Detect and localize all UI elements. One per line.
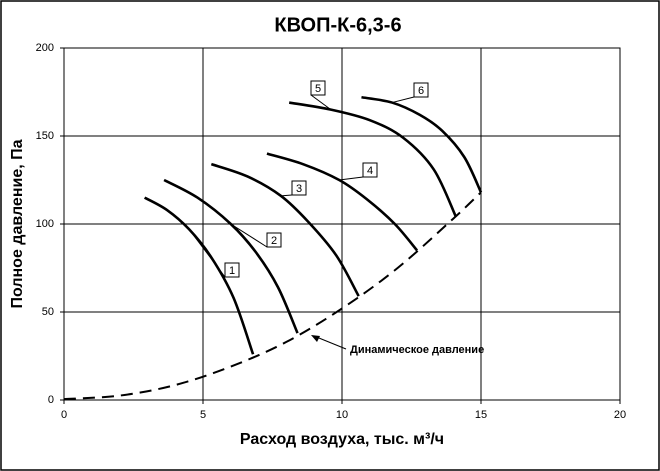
y-tick-label: 100 bbox=[36, 218, 54, 230]
leader-line bbox=[391, 96, 415, 104]
leader-line bbox=[310, 94, 332, 111]
x-tick-label: 15 bbox=[475, 409, 487, 421]
curve bbox=[63, 191, 482, 401]
y-tick-label: 0 bbox=[48, 394, 54, 406]
x-tick-label: 10 bbox=[336, 409, 348, 421]
label-box bbox=[310, 80, 326, 96]
curve bbox=[210, 162, 360, 297]
leader-line bbox=[280, 194, 293, 197]
chart-title: КВОП-К-6,3-6 bbox=[274, 14, 401, 36]
arrow-head bbox=[311, 335, 320, 342]
leader-line bbox=[188, 228, 226, 278]
label-box bbox=[266, 232, 282, 248]
series-label: 3 bbox=[296, 183, 302, 195]
series-label: 5 bbox=[315, 83, 321, 95]
y-tick-label: 200 bbox=[36, 42, 54, 54]
y-tick-label: 50 bbox=[42, 306, 54, 318]
y-tick-label: 150 bbox=[36, 130, 54, 142]
leader-line bbox=[339, 176, 364, 181]
curve bbox=[361, 95, 483, 193]
series-label: 2 bbox=[271, 235, 277, 247]
y-axis-label: Полное давление, Па bbox=[9, 139, 26, 308]
x-tick-label: 5 bbox=[200, 409, 206, 421]
x-tick-label: 0 bbox=[61, 409, 67, 421]
series-label: 4 bbox=[367, 165, 373, 177]
curve bbox=[266, 152, 419, 252]
leader-line bbox=[230, 223, 268, 248]
x-tick-label: 20 bbox=[614, 409, 626, 421]
label-box bbox=[291, 180, 307, 196]
series-label: 1 bbox=[229, 265, 235, 277]
annotation-arrow bbox=[313, 335, 347, 350]
curve bbox=[163, 178, 299, 334]
label-box bbox=[362, 162, 378, 178]
curve bbox=[143, 196, 255, 355]
x-axis-label: Расход воздуха, тыс. м³/ч bbox=[240, 431, 444, 448]
curve bbox=[288, 101, 458, 218]
annotation: Динамическое давление bbox=[350, 344, 484, 356]
label-box bbox=[413, 82, 429, 98]
series-label: 6 bbox=[418, 85, 424, 97]
label-box bbox=[224, 262, 240, 278]
